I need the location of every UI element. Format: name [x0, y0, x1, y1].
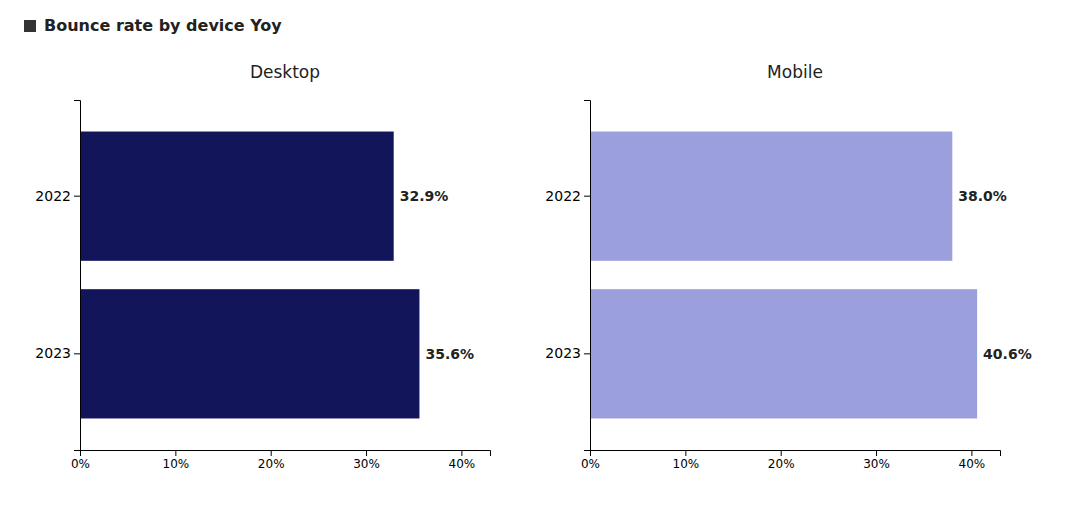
- axis-line: [584, 101, 591, 451]
- tick-label: 2023: [35, 345, 71, 361]
- tick: 30%: [353, 450, 380, 471]
- tick-mark: [584, 196, 590, 197]
- axis-line: [74, 101, 81, 451]
- tick: 2022: [35, 188, 80, 204]
- tick-label: 10%: [163, 457, 190, 471]
- y-axis: 2022 2023: [35, 101, 80, 451]
- tick: 40%: [959, 450, 986, 471]
- tick-mark: [971, 450, 972, 456]
- tick-mark: [74, 353, 80, 354]
- title-bullet: [24, 20, 36, 32]
- bar: [590, 132, 952, 261]
- tick-mark: [876, 450, 877, 456]
- tick-mark: [461, 450, 462, 456]
- tick-label: 2023: [545, 345, 581, 361]
- tick: 20%: [768, 450, 795, 471]
- tick-mark: [584, 353, 590, 354]
- chart-title: Desktop: [250, 62, 320, 82]
- bars: [590, 132, 977, 419]
- x-axis: 0% 10% 20% 30% 40%: [71, 450, 491, 471]
- tick-mark: [685, 450, 686, 456]
- tick-label: 0%: [71, 457, 90, 471]
- tick-label: 10%: [673, 457, 700, 471]
- tick: 0%: [581, 450, 600, 471]
- chart-title: Mobile: [767, 62, 823, 82]
- tick-mark: [175, 450, 176, 456]
- panel: Mobile 38.0% 40.6% 0% 10% 20% 30% 40% 2022 2023: [545, 62, 1031, 471]
- data-labels: 32.9% 35.6%: [400, 188, 474, 362]
- data-label: 35.6%: [425, 346, 474, 362]
- tick-label: 40%: [959, 457, 986, 471]
- bars: [80, 132, 419, 419]
- tick-mark: [366, 450, 367, 456]
- data-label: 40.6%: [983, 346, 1032, 362]
- tick-mark: [271, 450, 272, 456]
- tick-label: 30%: [353, 457, 380, 471]
- tick-label: 20%: [258, 457, 285, 471]
- tick-label: 40%: [449, 457, 476, 471]
- tick: 10%: [673, 450, 700, 471]
- tick-label: 2022: [35, 188, 71, 204]
- tick: 2023: [35, 345, 80, 361]
- y-axis: 2022 2023: [545, 101, 590, 451]
- title-group: Bounce rate by device Yoy: [24, 16, 282, 35]
- tick-mark: [781, 450, 782, 456]
- panel: Desktop 32.9% 35.6% 0% 10% 20% 30% 40% 2022 2023: [35, 62, 490, 471]
- tick: 20%: [258, 450, 285, 471]
- chart-root: Bounce rate by device Yoy Desktop 32.9% 35.…: [0, 0, 1076, 508]
- title: Bounce rate by device Yoy: [44, 16, 282, 35]
- tick-label: 30%: [863, 457, 890, 471]
- axis-line: [591, 451, 1001, 457]
- data-label: 32.9%: [400, 188, 449, 204]
- bar: [590, 289, 977, 418]
- tick-mark: [74, 196, 80, 197]
- tick: 2022: [545, 188, 590, 204]
- tick: 2023: [545, 345, 590, 361]
- axis-line: [81, 451, 491, 457]
- bar: [80, 289, 419, 418]
- bar: [80, 132, 394, 261]
- data-labels: 38.0% 40.6%: [958, 188, 1031, 362]
- tick-label: 20%: [768, 457, 795, 471]
- tick: 0%: [71, 450, 90, 471]
- tick-label: 0%: [581, 457, 600, 471]
- tick: 30%: [863, 450, 890, 471]
- x-axis: 0% 10% 20% 30% 40%: [581, 450, 1001, 471]
- tick-label: 2022: [545, 188, 581, 204]
- tick: 40%: [449, 450, 476, 471]
- data-label: 38.0%: [958, 188, 1007, 204]
- tick: 10%: [163, 450, 190, 471]
